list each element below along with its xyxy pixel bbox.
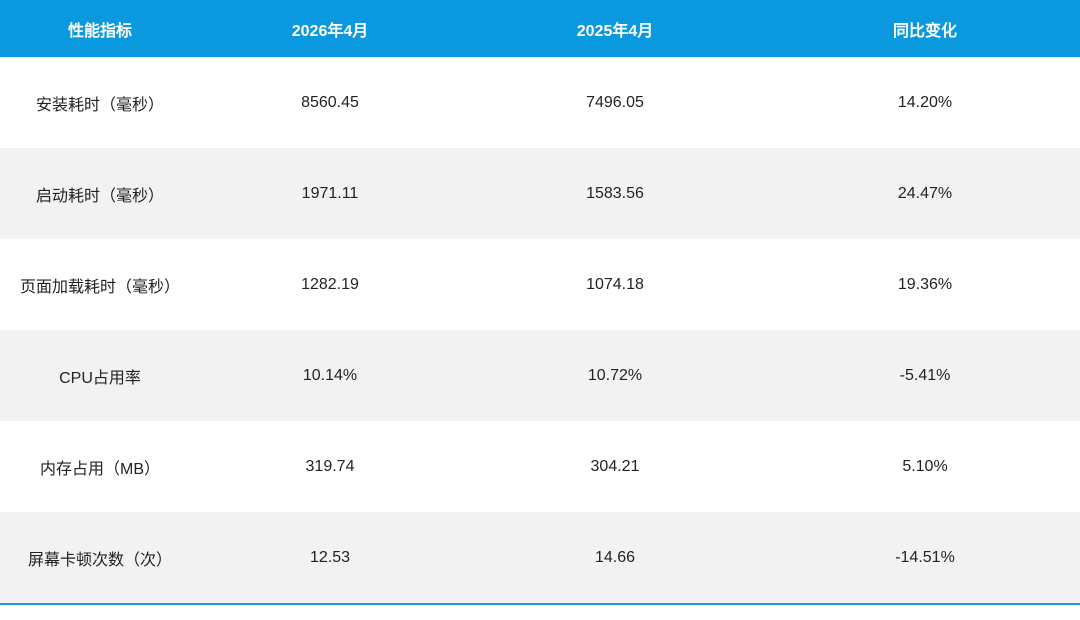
metric-name: 启动耗时（毫秒） [0,148,200,239]
cell: 24.47% [770,148,1080,239]
table-row: 启动耗时（毫秒） 1971.11 1583.56 24.47% [0,148,1080,239]
cell: 5.10% [902,457,948,475]
table-row: 页面加载耗时（毫秒） 1282.19 1074.18 19.36% [0,239,1080,330]
cell: 8560.45 [301,93,359,111]
cell: 1074.18 [586,275,644,293]
header-cell: 2025年4月 [460,0,770,57]
cell: 304.21 [590,457,640,475]
cell: 1583.56 [460,148,770,239]
cell: -5.41% [770,330,1080,421]
cell: 7496.05 [586,93,644,111]
cell: 14.66 [460,512,770,604]
cell: 319.74 [305,457,355,475]
metric-name: 内存占用（MB） [39,460,160,478]
cell: 19.36% [897,275,953,293]
metric-name: 屏幕卡顿次数（次） [0,512,200,604]
table-row: 内存占用（MB） 319.74 304.21 5.10% [0,421,1080,512]
cell: 14.20% [897,93,953,111]
header-cell: 2026年4月 [200,0,460,57]
metrics-table: 性能指标 2026年4月 2025年4月 同比变化 安装耗时（毫秒） 8560.45 74… [0,0,1080,605]
cell: 1282.19 [301,275,359,293]
cell: 12.53 [200,512,460,604]
metric-name: 安装耗时（毫秒） [35,96,164,114]
header-cell: 同比变化 [770,0,1080,57]
header-row: 性能指标 2026年4月 2025年4月 同比变化 [0,0,1080,57]
cell: 10.14% [200,330,460,421]
table-row: 安装耗时（毫秒） 8560.45 7496.05 14.20% [0,57,1080,148]
header-cell: 性能指标 [0,0,200,57]
table-row: 屏幕卡顿次数（次） 12.53 14.66 -14.51% [0,512,1080,604]
table-body: 安装耗时（毫秒） 8560.45 7496.05 14.20% 启动耗时（毫秒） 1971… [0,57,1080,604]
cell: 10.72% [460,330,770,421]
cell: -14.51% [770,512,1080,604]
table-row: CPU占用率 10.14% 10.72% -5.41% [0,330,1080,421]
cell: 1971.11 [200,148,460,239]
metric-name: 页面加载耗时（毫秒） [19,278,180,296]
metric-name: CPU占用率 [0,330,200,421]
